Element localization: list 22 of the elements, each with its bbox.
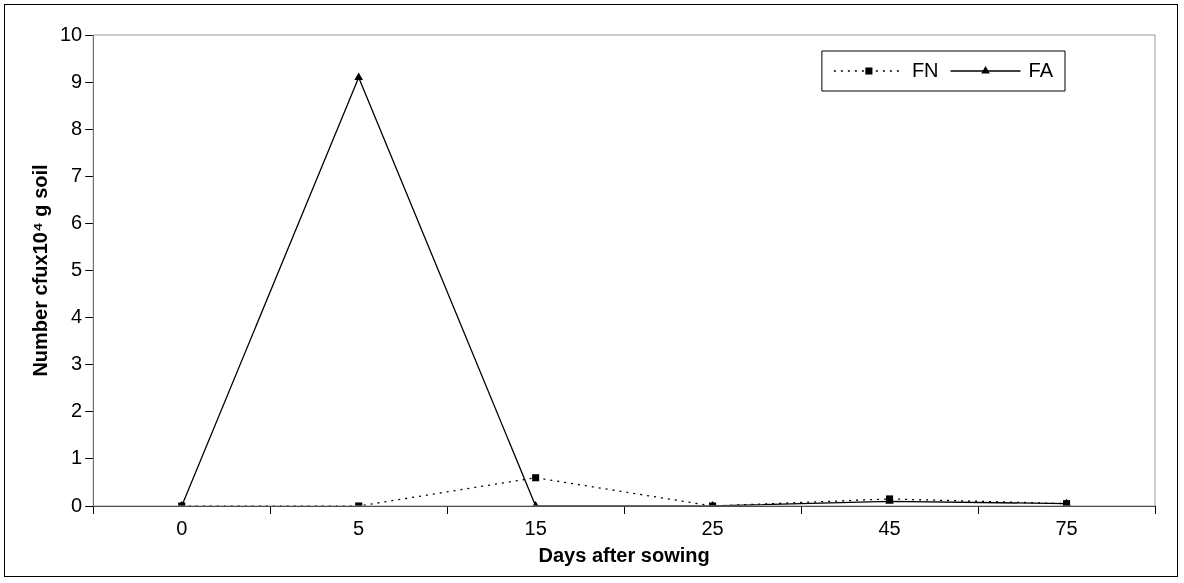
y-tick-label: 8 [71, 116, 83, 139]
y-tick-label: 10 [60, 22, 83, 45]
y-tick-label: 5 [71, 258, 83, 281]
y-tick-label: 4 [71, 305, 83, 328]
x-axis-title: Days after sowing [538, 543, 710, 566]
y-tick-label: 1 [71, 446, 83, 469]
point [354, 72, 364, 80]
legend-label: FN [911, 58, 939, 81]
legend-label: FA [1028, 58, 1054, 81]
x-tick-label: 45 [878, 516, 901, 539]
x-tick-label: 15 [524, 516, 547, 539]
y-axis-title: Number cfux10⁴ g soil [28, 164, 51, 377]
y-tick-label: 2 [71, 399, 83, 422]
y-tick-label: 3 [71, 352, 83, 375]
x-tick-label: 0 [176, 516, 188, 539]
x-tick-label: 25 [701, 516, 724, 539]
y-tick-label: 0 [71, 493, 83, 516]
y-tick-label: 9 [71, 69, 83, 92]
y-tick-label: 7 [71, 163, 83, 186]
y-tick-label: 6 [71, 210, 83, 233]
x-tick-label: 5 [353, 516, 365, 539]
x-tick-label: 75 [1055, 516, 1078, 539]
